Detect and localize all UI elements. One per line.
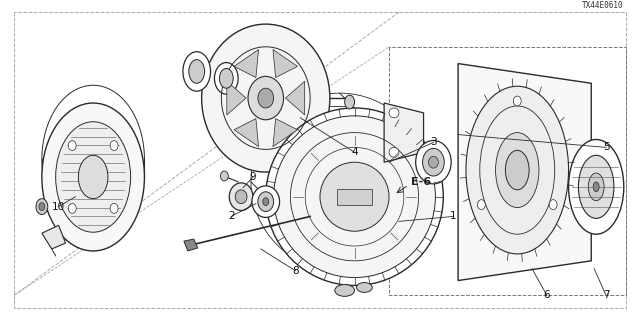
Polygon shape	[184, 239, 198, 251]
Ellipse shape	[356, 283, 372, 292]
Polygon shape	[285, 81, 305, 115]
Ellipse shape	[258, 88, 274, 108]
Ellipse shape	[274, 116, 435, 277]
Ellipse shape	[345, 95, 355, 109]
Text: 9: 9	[250, 172, 256, 182]
Text: 2: 2	[228, 212, 234, 221]
Text: 10: 10	[52, 202, 65, 212]
Ellipse shape	[429, 156, 438, 168]
Ellipse shape	[56, 122, 131, 232]
Ellipse shape	[36, 199, 48, 214]
Text: 3: 3	[430, 138, 436, 148]
Ellipse shape	[110, 141, 118, 150]
Polygon shape	[273, 50, 298, 77]
Ellipse shape	[258, 192, 274, 212]
Ellipse shape	[579, 155, 614, 219]
Ellipse shape	[68, 141, 76, 150]
Ellipse shape	[415, 140, 451, 184]
Polygon shape	[384, 103, 424, 162]
Polygon shape	[227, 81, 246, 115]
Ellipse shape	[183, 52, 211, 91]
Text: E-6: E-6	[411, 177, 431, 187]
Ellipse shape	[189, 60, 205, 83]
Ellipse shape	[495, 132, 539, 208]
Ellipse shape	[235, 190, 247, 204]
Ellipse shape	[78, 155, 108, 199]
Ellipse shape	[263, 198, 269, 205]
Ellipse shape	[466, 86, 568, 254]
Polygon shape	[458, 64, 591, 281]
Ellipse shape	[214, 63, 238, 94]
Ellipse shape	[320, 162, 389, 231]
Text: 4: 4	[351, 147, 358, 157]
Ellipse shape	[506, 150, 529, 190]
Ellipse shape	[568, 140, 624, 234]
Ellipse shape	[335, 284, 355, 296]
Ellipse shape	[110, 204, 118, 213]
Ellipse shape	[422, 148, 444, 176]
Ellipse shape	[549, 200, 557, 210]
Ellipse shape	[389, 148, 399, 157]
Ellipse shape	[252, 186, 280, 217]
Ellipse shape	[229, 183, 253, 211]
Polygon shape	[234, 50, 259, 77]
Ellipse shape	[42, 103, 145, 251]
Ellipse shape	[220, 171, 228, 181]
Ellipse shape	[202, 24, 330, 172]
Ellipse shape	[266, 108, 444, 285]
Polygon shape	[273, 119, 298, 147]
Polygon shape	[234, 119, 259, 147]
Ellipse shape	[248, 76, 284, 120]
Text: 1: 1	[450, 212, 456, 221]
Polygon shape	[42, 225, 65, 249]
Ellipse shape	[68, 204, 76, 213]
Ellipse shape	[389, 108, 399, 118]
FancyBboxPatch shape	[337, 189, 372, 204]
Ellipse shape	[39, 203, 45, 211]
Text: 6: 6	[543, 290, 550, 300]
Text: 7: 7	[603, 290, 609, 300]
Ellipse shape	[593, 182, 599, 192]
Ellipse shape	[220, 68, 233, 88]
Text: 5: 5	[603, 142, 609, 152]
Text: 8: 8	[292, 266, 299, 276]
Text: TX44E0610: TX44E0610	[582, 1, 624, 10]
Ellipse shape	[588, 173, 604, 201]
Ellipse shape	[513, 96, 521, 106]
Ellipse shape	[477, 200, 485, 210]
